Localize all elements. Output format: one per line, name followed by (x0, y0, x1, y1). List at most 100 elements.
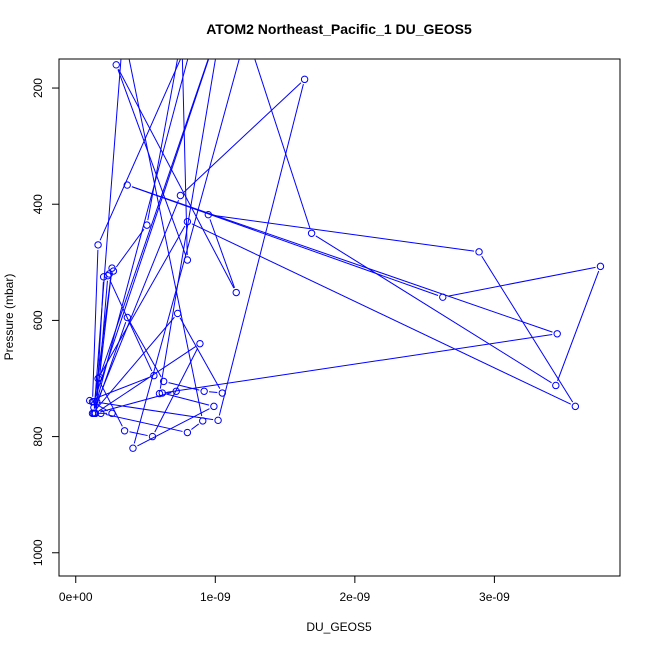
data-point (218, 389, 226, 397)
data-point (92, 398, 101, 406)
series-line-segment (168, 382, 200, 391)
series-line-segment (99, 280, 108, 373)
data-point (300, 75, 309, 84)
y-tick-label: 800 (31, 426, 45, 446)
data-point (150, 371, 158, 380)
data-point (173, 309, 182, 318)
data-point (196, 339, 204, 348)
y-tick-label: 200 (31, 78, 45, 98)
data-point (90, 398, 98, 406)
data-point (200, 387, 208, 395)
series-line-segment (179, 317, 221, 389)
series-line-segment (147, 59, 179, 221)
series-line-segment (254, 59, 311, 229)
data-point (159, 377, 168, 386)
series-line-segment (92, 249, 99, 397)
data-point (123, 313, 132, 322)
series-line-segment (159, 59, 216, 389)
data-point (179, 33, 185, 39)
x-axis-label: DU_GEOS5 (306, 620, 372, 634)
series-line-segment (166, 393, 210, 406)
x-axis: 0e+00 1e-09 2e-09 3e-09 (59, 575, 510, 604)
series-line-segment (183, 82, 302, 193)
data-point (90, 409, 98, 418)
series-line-segment (481, 255, 574, 403)
series-line-segment (117, 69, 187, 256)
series-line-segment (191, 223, 572, 405)
y-axis-label: Pressure (mbar) (2, 274, 16, 361)
series-line-segment (213, 214, 475, 252)
data-point (148, 432, 157, 441)
series-line-segment (137, 408, 210, 447)
data-point (104, 271, 112, 280)
data-point (214, 416, 222, 425)
x-tick-label: 1e-09 (200, 590, 231, 604)
data-point (120, 427, 129, 435)
data-point (97, 409, 105, 418)
series-line-segment (95, 316, 175, 410)
data-point (176, 191, 185, 200)
data-point (129, 444, 137, 452)
series-line-segment (105, 413, 183, 432)
data-point (94, 374, 102, 383)
series-line-segment (94, 376, 150, 400)
data-point (204, 210, 213, 219)
y-tick-label: 1000 (31, 539, 45, 566)
data-point (199, 417, 207, 425)
data-point (439, 293, 447, 301)
series-line-segment (133, 59, 240, 444)
data-point (86, 396, 94, 405)
series-line-segment (447, 266, 596, 297)
y-axis: 200 400 600 800 1000 (31, 78, 60, 566)
data-point (183, 428, 192, 437)
series-line-segment (209, 391, 218, 394)
x-tick-label: 3e-09 (479, 590, 510, 604)
data-point (183, 256, 192, 264)
series-line-segment (557, 270, 600, 381)
series-line-segment (209, 219, 236, 288)
data-point (596, 262, 605, 271)
series-line-segment (129, 431, 148, 437)
data-series (86, 15, 605, 452)
series-line-segment (115, 228, 145, 268)
data-point (571, 402, 580, 411)
data-point (307, 229, 316, 237)
series-line-segment (218, 84, 304, 416)
series-line-segment (109, 280, 153, 372)
series-line-segment (93, 59, 122, 409)
data-point (112, 61, 120, 69)
x-tick-label: 2e-09 (339, 590, 370, 604)
data-point (94, 241, 102, 249)
data-point (143, 221, 151, 229)
series-line-segment (99, 392, 172, 413)
series-line-segment (95, 59, 210, 398)
data-point (108, 409, 116, 418)
data-point (158, 389, 166, 397)
data-point (95, 373, 104, 382)
data-point (99, 273, 108, 281)
series-line-segment (97, 59, 189, 398)
data-point (123, 181, 131, 189)
data-point (195, 15, 201, 21)
data-point (183, 217, 192, 226)
series-line-segment (315, 235, 552, 384)
data-point (155, 389, 164, 398)
series-line-segment (118, 68, 235, 289)
series-line-segment (100, 59, 209, 373)
series-line-segment (100, 225, 186, 375)
data-point (552, 381, 560, 390)
series-line-segment (181, 59, 188, 256)
series-line-segment (131, 186, 553, 333)
y-tick-label: 400 (31, 194, 45, 214)
y-tick-label: 600 (31, 310, 45, 330)
data-point (232, 288, 240, 297)
series-line-segment (99, 59, 182, 241)
series-line-segment (167, 334, 553, 393)
series-line-segment (191, 423, 200, 430)
series-line-segment (128, 59, 203, 417)
data-point (108, 264, 116, 272)
chart-title: ATOM2 Northeast_Pacific_1 DU_GEOS5 (206, 21, 472, 37)
series-line-segment (129, 321, 162, 378)
data-point (120, 27, 126, 33)
